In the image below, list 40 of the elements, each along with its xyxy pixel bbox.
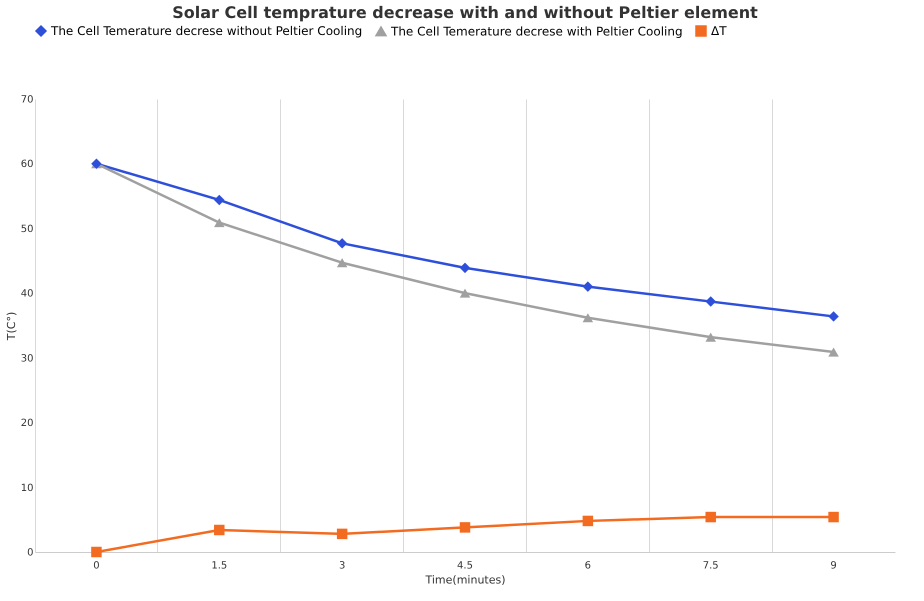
y-tick-label: 70 xyxy=(20,94,34,106)
y-axis-title: T(C°) xyxy=(4,312,18,342)
point xyxy=(336,238,348,249)
point xyxy=(460,288,470,298)
x-tick-label: 7.5 xyxy=(702,560,719,572)
x-tick-label: 4.5 xyxy=(457,560,473,572)
y-tick-label: 50 xyxy=(20,224,34,235)
legend-label: The Cell Temerature decrese with Peltier Cooling xyxy=(390,24,683,38)
point xyxy=(460,262,470,274)
y-tick-label: 60 xyxy=(20,159,34,170)
point xyxy=(582,313,594,322)
x-tick-label: 9 xyxy=(830,560,837,572)
x-tick-label: 3 xyxy=(338,560,346,572)
x-tick-label: 6 xyxy=(584,560,592,572)
point xyxy=(460,522,470,533)
legend-label: ΔT xyxy=(711,24,728,38)
y-tick-label: 10 xyxy=(20,482,34,494)
point xyxy=(582,281,594,292)
legend-label: The Cell Temerature decrese without Peltier Cooling xyxy=(50,24,362,38)
point xyxy=(214,194,225,206)
point xyxy=(705,296,716,307)
point xyxy=(214,524,225,536)
point xyxy=(214,218,225,228)
point xyxy=(336,258,348,268)
y-tick-label: 0 xyxy=(27,548,34,558)
x-tick-label: 1.5 xyxy=(211,560,228,572)
point xyxy=(828,512,839,522)
y-tick-label: 20 xyxy=(20,418,34,430)
point xyxy=(582,516,594,526)
point xyxy=(828,347,839,357)
point xyxy=(705,512,716,522)
x-axis-title: Time(minutes) xyxy=(424,574,506,586)
y-tick-label: 40 xyxy=(20,288,34,300)
point xyxy=(705,332,716,342)
x-tick-label: 0 xyxy=(93,560,100,572)
chart-title: Solar Cell temprature decrease with and without Peltier element xyxy=(172,3,758,22)
point xyxy=(91,546,102,558)
y-tick-label: 30 xyxy=(20,353,34,364)
point xyxy=(828,311,839,322)
point xyxy=(336,528,348,540)
